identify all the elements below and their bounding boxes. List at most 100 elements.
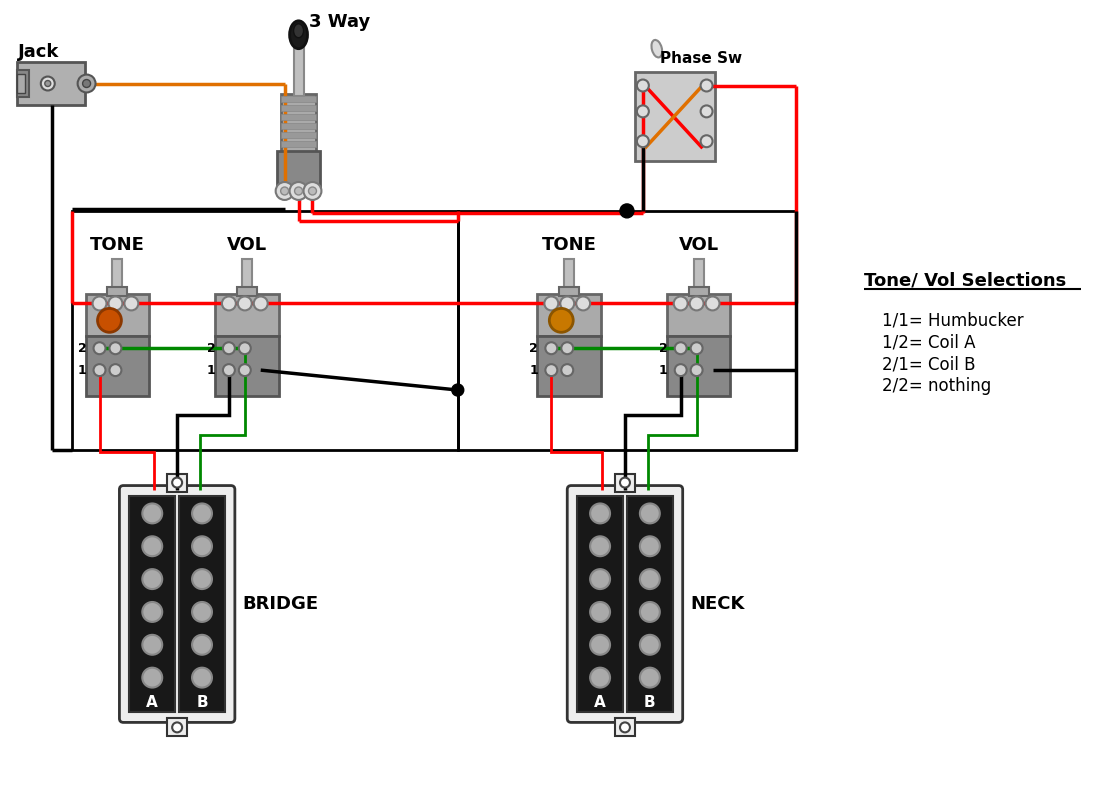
Bar (281, 141, 317, 147)
Bar (179, 495, 225, 713)
Bar (615, 474, 635, 491)
Circle shape (690, 296, 703, 310)
Circle shape (620, 204, 634, 218)
Bar (458, 211, 796, 450)
Bar (693, 258, 703, 288)
Circle shape (276, 182, 293, 200)
Text: 2: 2 (77, 342, 86, 355)
Text: 1/2= Coil A: 1/2= Coil A (881, 333, 976, 352)
Text: 2/2= nothing: 2/2= nothing (881, 377, 991, 395)
Bar (242, 258, 252, 288)
Bar (577, 495, 623, 713)
Circle shape (674, 342, 687, 354)
Bar (215, 337, 279, 396)
Bar (281, 95, 317, 154)
Bar (293, 47, 304, 96)
Circle shape (223, 342, 235, 354)
Circle shape (620, 478, 629, 487)
FancyBboxPatch shape (120, 486, 235, 722)
Text: TONE: TONE (90, 235, 144, 254)
Circle shape (223, 364, 235, 376)
Text: 1: 1 (530, 363, 539, 377)
Circle shape (640, 569, 660, 589)
Circle shape (94, 364, 105, 376)
Circle shape (576, 296, 590, 310)
Circle shape (254, 296, 268, 310)
Text: 1: 1 (207, 363, 216, 377)
Text: TONE: TONE (542, 235, 597, 254)
Bar (281, 96, 317, 103)
Circle shape (239, 364, 251, 376)
Circle shape (637, 135, 648, 147)
Circle shape (142, 602, 162, 622)
Circle shape (83, 80, 91, 88)
Circle shape (640, 602, 660, 622)
Ellipse shape (293, 24, 304, 38)
Circle shape (142, 536, 162, 556)
Circle shape (544, 296, 558, 310)
Bar (538, 337, 601, 396)
Bar (167, 718, 187, 736)
Text: 2/1= Coil B: 2/1= Coil B (881, 356, 976, 373)
Text: 1/1= Humbucker: 1/1= Humbucker (881, 311, 1024, 329)
Bar (559, 287, 579, 296)
Bar (277, 151, 320, 189)
Circle shape (142, 668, 162, 687)
Circle shape (590, 668, 610, 687)
Ellipse shape (290, 21, 308, 49)
Circle shape (77, 74, 95, 92)
Circle shape (561, 342, 573, 354)
Circle shape (701, 105, 712, 118)
Circle shape (640, 503, 660, 524)
Text: 1: 1 (77, 363, 86, 377)
Text: VOL: VOL (226, 235, 267, 254)
Bar (666, 337, 730, 396)
Text: BRIDGE: BRIDGE (243, 595, 319, 613)
Text: 2: 2 (207, 342, 216, 355)
Circle shape (590, 536, 610, 556)
Bar (236, 287, 256, 296)
Text: A: A (595, 695, 606, 710)
Bar (564, 258, 575, 288)
Bar (108, 287, 128, 296)
Circle shape (706, 296, 719, 310)
Bar (627, 495, 673, 713)
Text: A: A (147, 695, 158, 710)
Circle shape (549, 308, 573, 333)
Circle shape (451, 384, 464, 396)
Circle shape (674, 364, 687, 376)
Bar (17, 62, 85, 105)
Bar (167, 474, 187, 491)
Circle shape (590, 503, 610, 524)
Circle shape (239, 342, 251, 354)
Circle shape (637, 105, 648, 118)
Circle shape (674, 296, 688, 310)
Bar (281, 123, 317, 130)
Circle shape (172, 478, 183, 487)
Circle shape (701, 135, 712, 147)
Circle shape (590, 635, 610, 655)
Circle shape (701, 80, 712, 92)
Text: B: B (196, 695, 208, 710)
Circle shape (295, 187, 302, 195)
Circle shape (640, 635, 660, 655)
Circle shape (222, 296, 236, 310)
Circle shape (290, 182, 308, 200)
Bar (635, 72, 715, 161)
Text: 1: 1 (659, 363, 668, 377)
Bar (281, 105, 317, 111)
Circle shape (192, 635, 212, 655)
Bar (666, 295, 730, 337)
Circle shape (192, 503, 212, 524)
Circle shape (142, 503, 162, 524)
Text: 3 Way: 3 Way (308, 13, 370, 31)
Text: B: B (644, 695, 655, 710)
Circle shape (590, 602, 610, 622)
Bar (615, 718, 635, 736)
Bar (130, 495, 175, 713)
Circle shape (237, 296, 252, 310)
Circle shape (640, 536, 660, 556)
Circle shape (308, 187, 317, 195)
Text: VOL: VOL (679, 235, 719, 254)
Circle shape (45, 81, 50, 86)
